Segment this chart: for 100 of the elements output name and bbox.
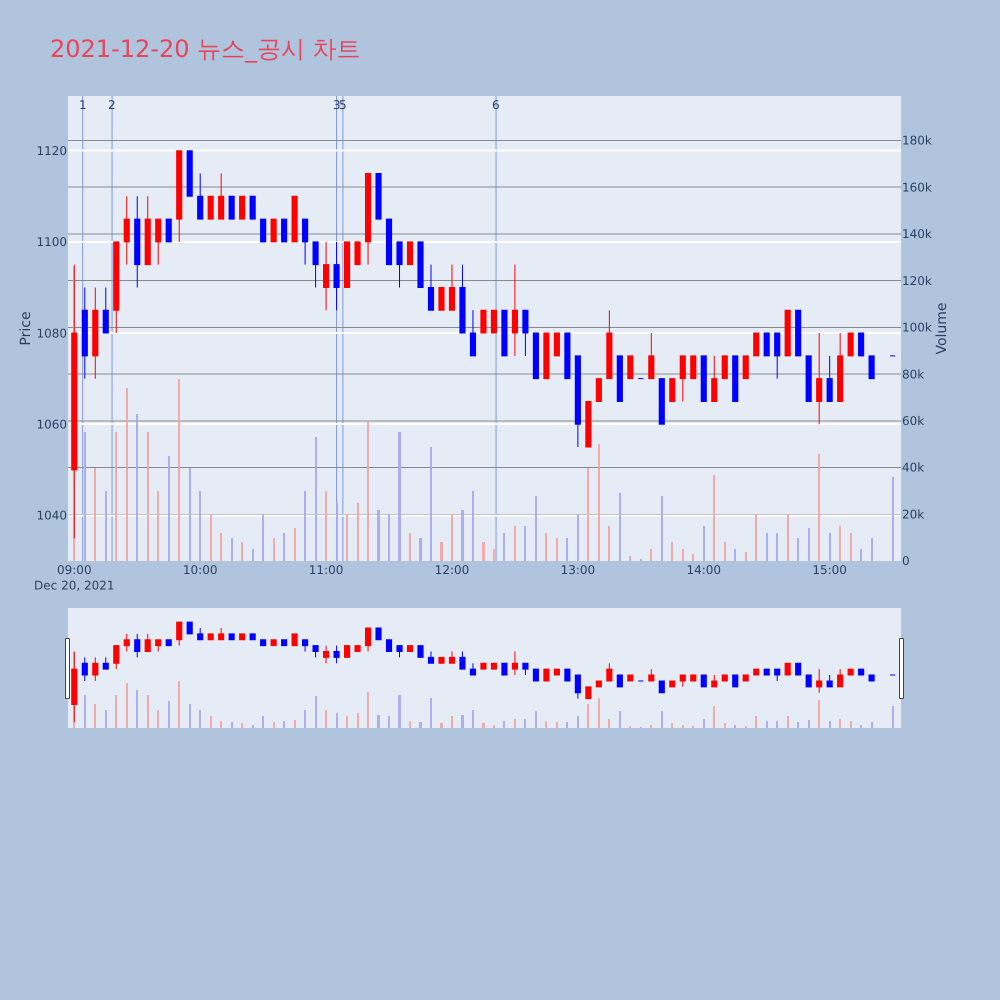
bar [787,514,789,561]
candlestick [680,355,686,402]
candlestick [292,196,298,242]
bar [692,554,694,561]
y2-tick-label: 20k [902,507,924,522]
bar [220,533,222,561]
bar [598,444,600,561]
candlestick [176,150,182,242]
candlestick [522,310,528,356]
bar [189,468,191,561]
bar [703,526,705,561]
candlestick [155,218,162,266]
ref-line-label: 5 [339,98,347,112]
candlestick [512,264,518,356]
bar [577,514,579,561]
candlestick [795,310,802,356]
y2-tick-label: 80k [902,367,924,382]
candlestick [386,218,392,266]
bar [682,549,684,561]
bar [357,503,359,561]
candlestick [501,310,508,356]
candlestick [197,173,204,220]
candlestick [344,241,350,288]
x-tick-label: 09:00 Dec 20, 2021 [34,563,115,593]
candlestick [858,332,864,356]
candlestick [228,196,235,220]
candlestick [648,332,654,380]
candlestick [596,378,602,402]
candlestick [700,355,707,402]
bar [461,510,464,561]
bar [619,493,621,561]
bar [84,432,86,561]
candlestick [585,400,592,448]
candlestick [82,286,88,380]
bar [105,491,107,561]
bar [661,496,663,561]
y-axis-title: Price [18,311,34,346]
bar [524,526,526,561]
bar [304,491,306,561]
bar [535,496,537,561]
bar [829,533,831,561]
bar [734,549,736,561]
candlestick [868,355,875,380]
bar [860,549,862,561]
candlestick [554,332,560,356]
x-tick-label: 12:00 [434,563,470,577]
bar [231,538,233,561]
bar [294,528,296,561]
bar [136,414,138,561]
candlestick [281,218,288,242]
candlestick [742,355,749,380]
candlestick [428,264,434,311]
bar [808,528,810,561]
bar [850,533,852,561]
candlestick [690,355,696,380]
x-tick-label: 14:00 [686,563,722,577]
bar [671,542,673,561]
candlestick [806,355,812,402]
y-tick-label: 1040 [36,508,67,523]
bar [377,510,380,561]
candlestick [218,173,224,220]
bar [346,514,348,561]
candlestick [250,196,256,220]
y2-tick-label: 40k [902,460,924,475]
candlestick [669,378,676,402]
bar [315,437,317,561]
candlestick [375,173,382,220]
bar [409,533,411,561]
candlestick [658,378,665,425]
candlestick [438,286,445,311]
candlestick [354,241,361,266]
bar [566,538,568,561]
y2-axis-title: Volume [934,302,950,355]
candlestick [470,310,476,356]
bar [871,538,873,561]
candlestick [543,332,550,380]
candlestick [753,332,760,356]
bar [283,533,285,561]
y-tick-label: 1120 [36,144,67,158]
bar [503,533,505,561]
bar [587,468,589,561]
x-tick-label: 10:00 [182,563,218,577]
candlestick [334,241,340,311]
ref-line-label: 1 [79,98,87,112]
candlestick [480,310,487,334]
bar [629,556,631,561]
candlestick [574,355,581,448]
candlestick [490,310,498,334]
bar [776,533,778,561]
candlestick [270,218,277,242]
bar [430,447,432,561]
y-tick-label: 1100 [36,235,67,250]
candlestick [396,241,403,288]
bar [262,514,264,561]
y-tick-label: 1060 [36,417,67,432]
candlestick [448,264,456,311]
candlestick [616,355,623,402]
candlestick [302,218,308,266]
bar [210,514,212,561]
bar [892,477,894,561]
